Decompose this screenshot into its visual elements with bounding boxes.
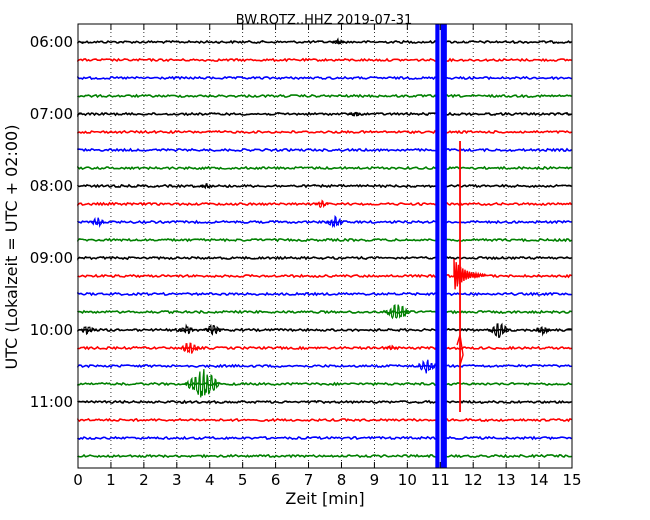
trace-line [77,327,572,333]
y-tick-label: 11:00 [30,393,73,411]
x-tick-label: 0 [73,471,83,489]
seismic-event [313,199,329,209]
x-tick-label: 13 [497,471,516,489]
spike-burst [453,258,487,290]
seismic-event [79,326,97,336]
x-axis-label: Zeit [min] [285,489,364,508]
trace-line [77,39,572,45]
seismic-event [89,217,107,228]
plot-frame [77,23,573,469]
seismic-events [79,37,551,398]
y-axis-ticks: 06:00 07:00 08:00 09:00 10:00 11:00 [30,33,572,411]
x-tick-label: 8 [337,471,347,489]
trace-line [77,183,572,189]
trace-line [77,57,572,63]
x-tick-label: 11 [431,471,450,489]
seismic-event [347,111,362,117]
seismic-event [179,342,201,354]
x-tick-label: 7 [304,471,314,489]
y-tick-label: 08:00 [30,177,73,195]
seismic-event [325,214,345,229]
trace-line [77,93,572,99]
y-tick-label: 10:00 [30,321,73,339]
seismic-event [331,37,345,45]
chart-title: BW.ROTZ..HHZ 2019-07-31 [236,13,412,28]
y-tick-label: 09:00 [30,249,73,267]
spike-burst [456,334,464,366]
seismic-event [533,326,551,337]
trace-line [77,435,572,441]
trace-line [77,237,572,243]
x-tick-label: 3 [172,471,182,489]
trace-line [77,273,572,279]
trace-line [77,381,572,387]
seismic-event [177,323,196,335]
y-axis-label: UTC (Lokalzeit = UTC + 02:00) [2,125,21,370]
x-tick-label: 12 [464,471,483,489]
y-tick-label: 06:00 [30,33,73,51]
trace-line [77,111,572,118]
trace-line [77,399,572,405]
x-tick-label: 10 [398,471,417,489]
x-tick-label: 5 [238,471,248,489]
overlay-marks [435,24,487,468]
trace-lines [77,39,573,459]
trace-line [77,345,572,351]
y-tick-label: 07:00 [30,105,73,123]
seismic-event [184,369,222,398]
x-tick-label: 4 [205,471,215,489]
x-tick-label: 14 [530,471,549,489]
seismic-event [488,322,511,338]
seismic-event [384,304,411,320]
seismic-event [199,182,213,190]
seismic-event [203,323,223,336]
seismic-event [415,359,438,374]
trace-line [77,309,572,315]
x-tick-label: 2 [139,471,149,489]
trace-line [77,453,572,459]
trace-line [77,363,572,369]
trace-line [77,219,572,225]
x-tick-label: 15 [562,471,581,489]
trace-line [77,291,572,297]
trace-line [77,147,572,153]
x-tick-label: 1 [106,471,116,489]
saturation-band [435,24,447,468]
trace-line [77,165,572,171]
trace-line [77,255,572,261]
trace-line [77,417,572,423]
x-tick-label: 6 [271,471,281,489]
seismic-event [384,344,398,351]
trace-line [77,75,572,81]
trace-line [77,129,572,135]
x-axis-ticks: 0 1 2 3 4 5 6 7 8 9 10 11 12 13 14 15 [73,24,582,489]
x-tick-label: 9 [370,471,380,489]
